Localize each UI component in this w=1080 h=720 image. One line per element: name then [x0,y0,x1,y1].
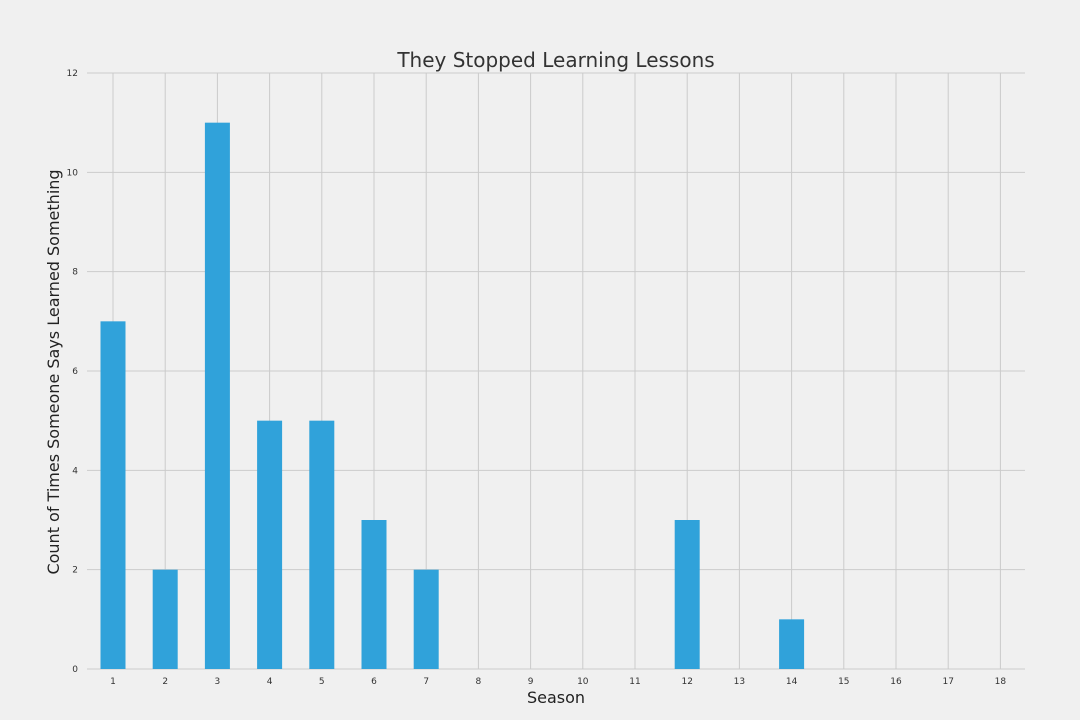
y-tick-label: 10 [67,168,79,178]
x-tick-label: 8 [476,677,482,687]
y-tick-label: 8 [72,268,78,278]
bar-season-5 [309,420,335,669]
y-tick-label: 6 [72,367,78,377]
bar-season-2 [152,569,178,669]
bar-season-4 [257,420,283,669]
bars [100,122,805,669]
bar-season-6 [361,520,387,669]
x-tick-label: 9 [528,677,534,687]
x-tick-label: 5 [319,677,325,687]
y-tick-label: 12 [67,69,78,79]
x-tick-label: 18 [995,677,1007,687]
x-tick-label: 3 [215,677,221,687]
x-tick-label: 11 [629,677,640,687]
bar-season-14 [779,619,805,669]
y-tick-label: 4 [72,466,78,476]
y-gridlines [87,72,1025,670]
bar-season-7 [413,569,439,669]
x-tick-label: 17 [942,677,953,687]
x-tick-label: 16 [890,677,902,687]
bar-season-3 [204,122,230,669]
x-tick-labels: 1 2 3 4 5 6 7 8 9 10 11 12 13 14 15 16 17 18 [110,677,1006,687]
x-tick-label: 15 [838,677,849,687]
x-tick-label: 14 [786,677,798,687]
y-tick-label: 2 [72,566,78,576]
x-tick-label: 6 [371,677,377,687]
x-tick-label: 12 [681,677,692,687]
x-tick-label: 1 [110,677,116,687]
y-axis-label: Count of Times Someone Says Learned Some… [44,169,63,574]
x-tick-label: 7 [423,677,429,687]
bar-season-12 [674,520,700,669]
x-tick-label: 2 [162,677,168,687]
y-tick-label: 0 [72,665,78,675]
x-tick-label: 4 [267,677,273,687]
x-tick-label: 10 [577,677,589,687]
x-tick-label: 13 [734,677,745,687]
y-tick-labels: 0 2 4 6 8 10 12 [67,69,79,675]
x-axis-label: Season [527,688,585,707]
chart-title: They Stopped Learning Lessons [396,48,714,72]
bar-season-1 [100,321,126,669]
